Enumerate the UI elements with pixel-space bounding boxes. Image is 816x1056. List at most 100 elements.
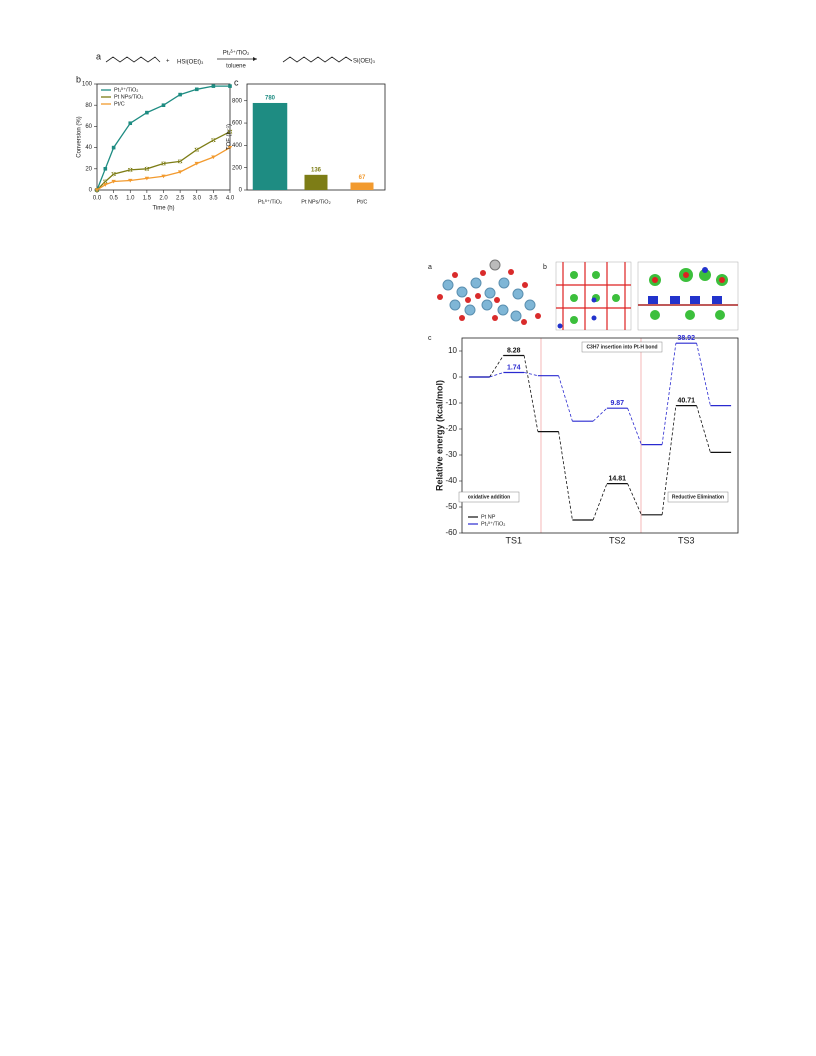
- panel-label: a: [96, 51, 101, 61]
- marker: [111, 179, 116, 184]
- marker: [194, 87, 199, 92]
- marker: [211, 84, 216, 88]
- marker: [128, 178, 133, 183]
- barrier-label: 9.87: [610, 400, 624, 407]
- marker: [161, 174, 166, 179]
- product-structure: [282, 56, 353, 63]
- x-axis-label: Time (h): [152, 206, 174, 212]
- annotation-box: [581, 341, 663, 353]
- barrier-label: 38.92: [677, 335, 695, 342]
- x-tick-label: 2.0: [159, 196, 168, 202]
- connector: [489, 372, 504, 378]
- y-axis-label: Relative energy (kcal/mol): [434, 380, 444, 491]
- connector: [524, 372, 538, 377]
- connector: [696, 405, 711, 453]
- marker: [177, 170, 183, 174]
- x-tick-label: 2.5: [176, 196, 185, 202]
- marker: [161, 103, 166, 107]
- legend-label: Pt/C: [114, 101, 125, 107]
- x-tick-label: Pt/C: [357, 199, 368, 205]
- reagent: HSi(OEt)₃: [177, 60, 204, 66]
- y-tick-label: 200: [232, 165, 243, 171]
- marker: [103, 183, 108, 187]
- marker: [103, 167, 108, 171]
- x-tick-label: 3.5: [209, 196, 218, 202]
- marker: [228, 84, 232, 88]
- connector: [661, 343, 677, 445]
- connector: [558, 375, 573, 422]
- y-tick-label: -20: [445, 424, 457, 433]
- connector: [489, 355, 504, 378]
- charge-density-map: [555, 261, 739, 331]
- structure-model: [437, 259, 541, 325]
- y-tick-label: -60: [445, 528, 457, 537]
- y-tick-label: 800: [232, 98, 243, 104]
- y-tick-label: 100: [82, 82, 93, 88]
- marker: [144, 166, 150, 172]
- y-axis-label: Conversion (%): [77, 116, 83, 157]
- barrier-label: 14.81: [608, 475, 626, 482]
- marker: [211, 137, 216, 143]
- marker: [144, 176, 150, 181]
- barrier-label: 1.74: [507, 364, 521, 371]
- marker: [177, 158, 183, 164]
- bar: [350, 182, 374, 190]
- y-tick-label: 400: [232, 143, 243, 149]
- connector: [592, 483, 608, 521]
- annotation-box: [458, 491, 520, 503]
- y-tick-label: 0: [89, 188, 93, 194]
- reactant-structure: [105, 56, 161, 63]
- marker: [111, 145, 116, 150]
- product-group: Si(OEt)₃: [353, 59, 376, 65]
- x-tick-label: TS2: [609, 535, 626, 545]
- panel-label: c: [428, 335, 432, 342]
- marker: [103, 179, 108, 185]
- panel-label: b: [543, 264, 547, 271]
- catalyst: Pt₁ᵟ⁺/TiO₂: [223, 50, 250, 57]
- connector: [627, 483, 642, 515]
- annotation: oxidative addition: [468, 494, 511, 500]
- y-tick-label: -40: [445, 476, 457, 485]
- connector: [627, 408, 642, 445]
- series-line: [96, 85, 230, 191]
- x-tick-label: 1.5: [143, 196, 152, 202]
- marker: [194, 147, 200, 153]
- y-tick-label: 20: [85, 166, 92, 172]
- connector: [592, 407, 608, 422]
- marker: [145, 110, 149, 115]
- plus-sign: +: [166, 59, 170, 65]
- y-tick-label: 60: [85, 124, 92, 130]
- annotation: C3H7 insertion into Pt-H bond: [586, 344, 657, 350]
- bar-value-label: 67: [359, 175, 366, 181]
- y-tick-label: -30: [445, 450, 457, 459]
- marker: [194, 161, 199, 166]
- annotation-box: [667, 491, 729, 503]
- y-axis-label: TOF (h⁻¹): [227, 124, 233, 150]
- marker: [211, 155, 216, 160]
- x-tick-label: Pt₁ᵟ⁺/TiO₂: [258, 198, 282, 205]
- connector: [661, 405, 677, 515]
- x-tick-label: TS3: [678, 535, 695, 545]
- marker: [227, 129, 233, 135]
- legend-label: Pt NPs/TiO₂: [114, 94, 143, 100]
- x-tick-label: 4.0: [226, 196, 235, 202]
- bar-value-label: 136: [311, 167, 322, 173]
- marker: [127, 167, 133, 173]
- marker: [128, 121, 133, 126]
- marker: [178, 92, 182, 97]
- plot-frame: [461, 337, 739, 534]
- y-tick-label: 80: [85, 103, 92, 109]
- bar: [252, 102, 288, 190]
- annotation: Reductive Elimination: [672, 494, 724, 500]
- panel-label: c: [234, 77, 239, 87]
- panel-label: b: [76, 74, 81, 84]
- connector: [558, 431, 573, 521]
- series-line: [96, 131, 231, 191]
- y-tick-label: 600: [232, 121, 243, 127]
- series-line: [96, 147, 231, 191]
- y-tick-label: -50: [445, 502, 457, 511]
- x-tick-label: 0.0: [93, 196, 102, 202]
- marker: [227, 146, 233, 150]
- x-tick-label: 1.0: [126, 196, 135, 202]
